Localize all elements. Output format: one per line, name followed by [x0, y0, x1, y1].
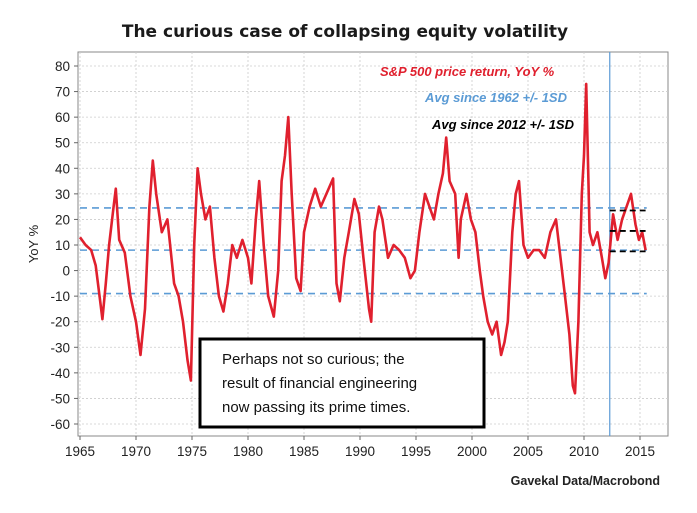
legend-item-avg-2012: Avg since 2012 +/- 1SD	[431, 117, 575, 132]
y-tick-label: 0	[62, 264, 70, 279]
x-tick-label: 1975	[177, 444, 207, 459]
y-tick-label: -40	[50, 366, 70, 381]
annotation-line-1: Perhaps not so curious; the	[222, 351, 405, 368]
x-tick-label: 2005	[513, 444, 543, 459]
legend-item-avg-1962: Avg since 1962 +/- 1SD	[424, 90, 568, 105]
y-tick-label: -10	[50, 289, 70, 304]
y-axis: -60 -50 -40 -30 -20 -10 0 10 20 30 40 50 60 70 80	[50, 59, 78, 432]
source-note: Gavekal Data/Macrobond	[511, 474, 660, 488]
y-tick-label: 20	[55, 212, 70, 227]
x-tick-label: 2015	[625, 444, 655, 459]
y-tick-label: 80	[55, 59, 70, 74]
chart-title: The curious case of collapsing equity vo…	[122, 22, 568, 42]
x-tick-label: 1990	[345, 444, 375, 459]
legend: S&P 500 price return, YoY % Avg since 19…	[380, 64, 575, 132]
series-line-sp500	[78, 82, 647, 395]
x-tick-label: 1985	[289, 444, 319, 459]
x-tick-label: 1995	[401, 444, 431, 459]
x-tick-label: 2000	[457, 444, 487, 459]
y-tick-label: 70	[55, 85, 70, 100]
annotation-border	[198, 337, 486, 429]
legend-item-sp500: S&P 500 price return, YoY %	[380, 64, 555, 79]
x-tick-label: 1970	[121, 444, 151, 459]
y-tick-label: 60	[55, 110, 70, 125]
series-lines	[78, 82, 647, 395]
x-axis: 1965 1970 1975 1980 1985 1990 1995 2000 2005 2010…	[65, 436, 655, 459]
annotation-line-2: result of financial engineering	[222, 375, 417, 392]
y-tick-label: -20	[50, 315, 70, 330]
x-tick-label: 1965	[65, 444, 95, 459]
y-tick-label: 10	[55, 238, 70, 253]
annotation-line-3: now passing its prime times.	[222, 399, 410, 416]
y-tick-label: -30	[50, 340, 70, 355]
y-tick-label: -50	[50, 391, 70, 406]
y-tick-label: -60	[50, 417, 70, 432]
x-tick-label: 1980	[233, 444, 263, 459]
y-tick-label: 50	[55, 136, 70, 151]
annotation-box: Perhaps not so curious; the result of fi…	[198, 337, 486, 429]
plot-area-frame	[77, 51, 669, 437]
y-axis-label: YoY %	[26, 224, 41, 263]
x-tick-label: 2010	[569, 444, 599, 459]
y-tick-label: 30	[55, 187, 70, 202]
y-tick-label: 40	[55, 161, 70, 176]
